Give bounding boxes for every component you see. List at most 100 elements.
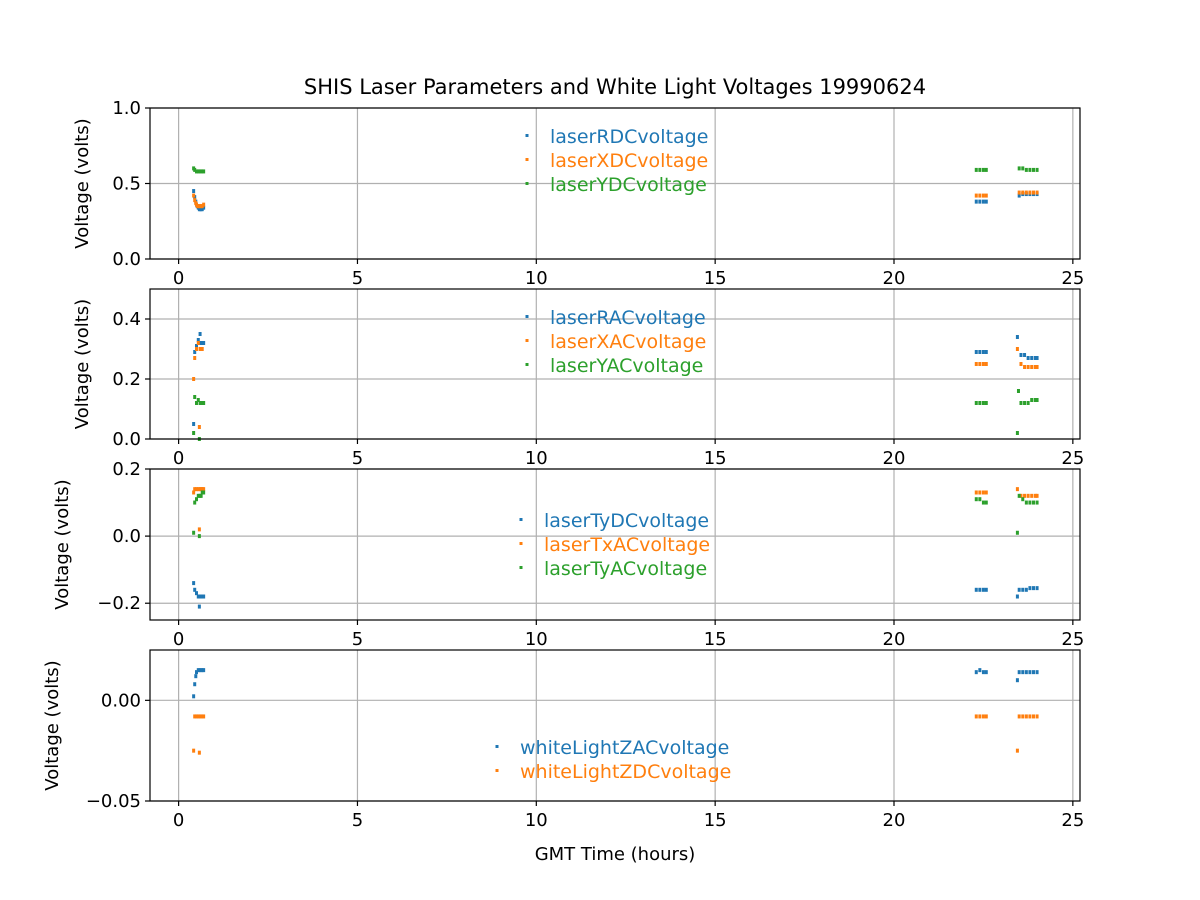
data-point (981, 401, 985, 405)
data-point (202, 490, 206, 495)
data-point (1024, 190, 1028, 195)
y-tick-label: 0.0 (112, 429, 141, 450)
data-point (978, 668, 982, 673)
x-tick-label: 20 (883, 448, 906, 469)
data-point (195, 591, 198, 596)
data-point (1015, 678, 1019, 683)
data-point (192, 490, 196, 495)
data-point (1021, 714, 1025, 719)
data-point (1019, 353, 1023, 357)
data-point (984, 362, 988, 366)
data-point (202, 668, 206, 673)
data-point (1032, 190, 1035, 195)
data-point (1030, 493, 1034, 498)
data-point (192, 431, 196, 435)
data-point (192, 189, 196, 194)
data-point (981, 500, 985, 505)
data-point (984, 350, 988, 354)
x-tick-label: 10 (525, 448, 548, 469)
data-point (1015, 431, 1019, 435)
data-point (193, 714, 197, 719)
data-point (195, 169, 198, 174)
data-point (1035, 670, 1039, 675)
data-point (193, 395, 197, 399)
x-tick-label: 0 (173, 629, 184, 650)
x-axis-label: GMT Time (hours) (535, 844, 696, 865)
legend-marker (525, 339, 529, 342)
data-point (196, 594, 200, 599)
data-point (195, 401, 198, 405)
x-tick-label: 0 (173, 268, 184, 289)
data-point (200, 347, 204, 351)
x-tick-label: 25 (1061, 629, 1084, 650)
data-point (1021, 670, 1025, 675)
data-point (978, 199, 982, 204)
data-point (978, 714, 982, 719)
data-point (981, 350, 985, 354)
x-tick-label: 25 (1061, 448, 1084, 469)
data-point (978, 350, 982, 354)
data-point (1032, 714, 1035, 719)
data-point (984, 193, 988, 198)
legend: laserTyDCvoltagelaserTxACvoltagelaserTyA… (519, 510, 710, 580)
legend-marker (495, 745, 499, 748)
data-point (202, 487, 206, 492)
series-laserTyACvoltage (192, 490, 1039, 539)
series-laserYDCvoltage (192, 166, 1039, 174)
legend-marker (519, 566, 523, 569)
data-point (1026, 365, 1030, 369)
data-point (1028, 670, 1032, 675)
data-point (984, 167, 988, 172)
data-point (978, 362, 982, 366)
data-point (981, 199, 985, 204)
data-point (1032, 500, 1035, 505)
data-point (974, 497, 978, 502)
data-point (1017, 493, 1021, 498)
series-laserTyDCvoltage (192, 581, 1039, 609)
data-point (1023, 493, 1027, 498)
y-axis-label: Voltage (volts) (72, 299, 93, 429)
x-tick-label: 25 (1061, 268, 1084, 289)
panel-1: 0 5 10 15 20 25 0.0 0.5 1.0 Voltage (volts) laserR… (72, 98, 1084, 289)
data-point (1015, 530, 1019, 535)
data-point (1035, 167, 1039, 172)
data-point (984, 587, 988, 592)
legend-label: laserYACvoltage (550, 355, 703, 377)
x-tick-label: 25 (1061, 810, 1084, 831)
data-point (1026, 356, 1030, 360)
series-whiteLightZDCvoltage (192, 714, 1039, 755)
data-point (192, 422, 196, 426)
data-point (195, 347, 198, 351)
data-point (1021, 166, 1025, 171)
y-tick-label: 0.5 (112, 174, 141, 195)
data-point (197, 750, 201, 755)
data-point (1023, 365, 1027, 369)
y-tick-label: −0.05 (86, 791, 141, 812)
x-tick-label: 5 (352, 629, 363, 650)
data-point (984, 401, 988, 405)
data-point (1017, 670, 1021, 675)
data-point (192, 694, 196, 699)
data-point (193, 682, 197, 687)
legend-marker (525, 158, 529, 161)
data-point (984, 490, 988, 495)
x-tick-label: 15 (704, 448, 727, 469)
x-tick-label: 5 (352, 810, 363, 831)
data-point (1028, 190, 1032, 195)
data-point (195, 670, 198, 675)
data-point (1023, 353, 1027, 357)
x-tick-label: 10 (525, 629, 548, 650)
data-point (192, 748, 196, 753)
axes-frame (149, 288, 1081, 440)
y-axis-label: Voltage (volts) (52, 479, 73, 609)
x-tick-label: 15 (704, 629, 727, 650)
data-point (192, 581, 196, 586)
x-tick-label: 20 (883, 810, 906, 831)
legend-label: laserTxACvoltage (544, 534, 710, 556)
legend-label: laserRDCvoltage (550, 126, 708, 148)
data-point (981, 490, 985, 495)
data-point (198, 714, 202, 719)
x-tick-label: 5 (352, 448, 363, 469)
data-point (1015, 748, 1019, 753)
legend-marker (525, 315, 529, 318)
